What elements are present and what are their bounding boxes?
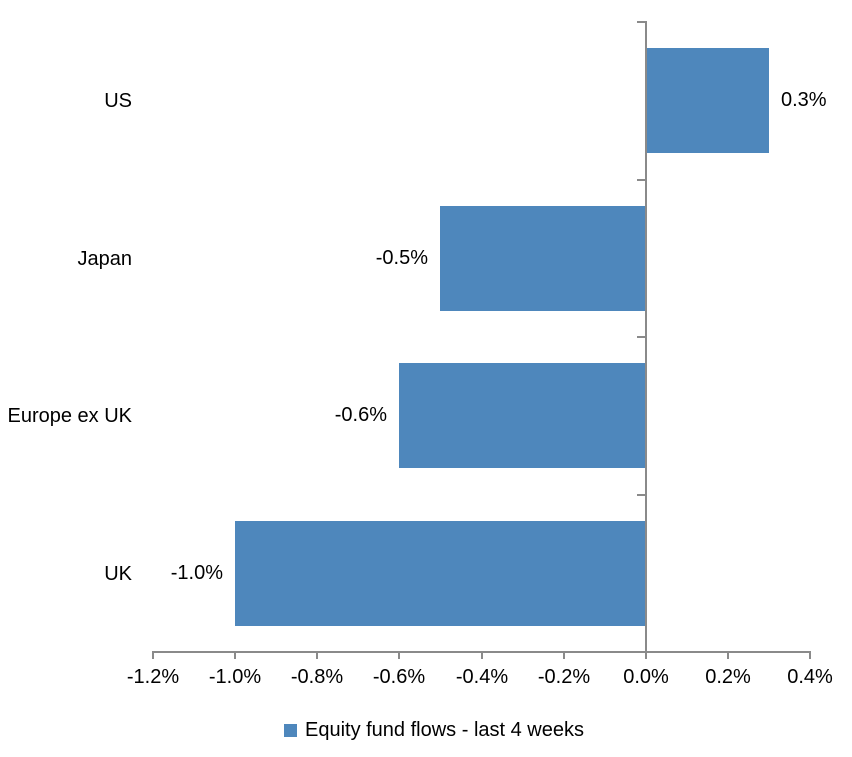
x-axis-tick — [809, 652, 811, 659]
y-axis-tick — [637, 651, 646, 653]
x-axis-tick-label: 0.0% — [623, 666, 669, 688]
x-axis-tick-label: -0.6% — [372, 666, 426, 688]
x-axis-tick-label: 0.2% — [705, 666, 751, 688]
legend-swatch-icon — [283, 724, 297, 737]
x-axis-tick-label: 0.4% — [787, 666, 833, 688]
x-axis-tick-label: -1.0% — [208, 666, 262, 688]
category-label-us: US — [104, 90, 132, 112]
bar-japan — [440, 206, 645, 311]
x-axis-tick — [152, 652, 154, 659]
legend: Equity fund flows - last 4 weeks — [8, 719, 852, 742]
bar-uk — [235, 521, 646, 626]
x-axis-tick — [234, 652, 236, 659]
y-axis-tick — [637, 494, 646, 496]
legend-label: Equity fund flows - last 4 weeks — [304, 719, 584, 741]
y-axis-tick — [637, 336, 646, 338]
value-label-us: 0.3% — [781, 89, 827, 111]
category-label-europe-ex-uk: Europe ex UK — [7, 405, 132, 427]
bar-us — [646, 48, 769, 153]
x-axis-tick — [481, 652, 483, 659]
x-axis-tick-label: -0.2% — [537, 666, 591, 688]
category-label-uk: UK — [104, 563, 132, 585]
value-label-japan: -0.5% — [375, 247, 428, 269]
y-axis-tick — [637, 21, 646, 23]
value-label-europe-ex-uk: -0.6% — [334, 404, 387, 426]
x-axis-tick-label: -0.4% — [455, 666, 509, 688]
x-axis-tick — [727, 652, 729, 659]
x-axis-tick — [563, 652, 565, 659]
x-axis-tick-label: -0.8% — [290, 666, 344, 688]
y-axis-tick — [637, 179, 646, 181]
bar-europe-ex-uk — [399, 363, 645, 468]
x-axis-tick — [398, 652, 400, 659]
x-axis-tick — [316, 652, 318, 659]
x-axis-tick-label: -1.2% — [126, 666, 180, 688]
value-label-uk: -1.0% — [170, 562, 223, 584]
category-label-japan: Japan — [77, 248, 133, 270]
y-axis-zero-line — [645, 21, 647, 659]
